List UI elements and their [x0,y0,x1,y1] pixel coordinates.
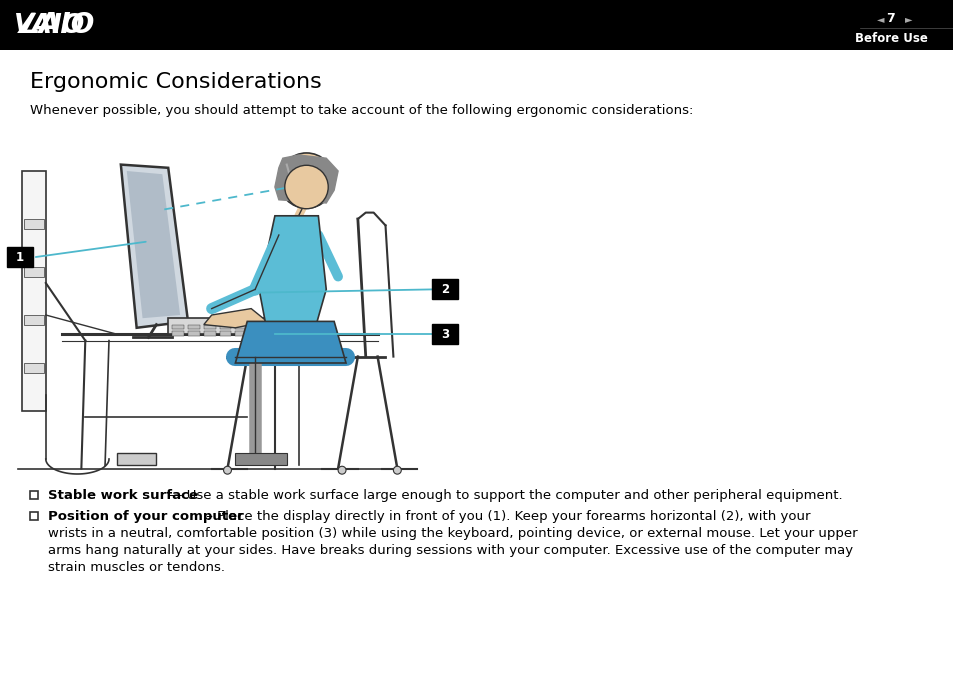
Polygon shape [259,216,326,331]
Text: Whenever possible, you should attempt to take account of the following ergonomic: Whenever possible, you should attempt to… [30,104,693,117]
Bar [267,325,278,330]
Bar [251,325,263,330]
Bar [24,315,44,325]
Text: strain muscles or tendons.: strain muscles or tendons. [48,561,225,574]
Text: Position of your computer: Position of your computer [48,510,244,523]
Bar [204,331,215,336]
Polygon shape [127,171,180,318]
Bar [22,171,46,411]
Text: 2: 2 [440,283,449,296]
Bar [204,325,215,330]
Bar [188,325,199,330]
Text: ∠AIO: ∠AIO [15,11,95,39]
Polygon shape [235,321,346,363]
Text: 7: 7 [885,13,895,26]
Circle shape [278,153,334,208]
Text: 1: 1 [16,251,24,264]
Bar [0,0,953,50]
Bar [24,363,44,373]
Text: ►: ► [904,14,911,24]
Text: Stable work surface: Stable work surface [48,489,198,502]
Bar [219,331,232,336]
Text: arms hang naturally at your sides. Have breaks during sessions with your compute: arms hang naturally at your sides. Have … [48,544,852,557]
Bar [172,325,184,330]
Bar [117,453,156,466]
Bar [432,280,457,299]
Text: – Place the display directly in front of you (1). Keep your forearms horizontal : – Place the display directly in front of… [201,510,809,523]
Bar [7,247,33,268]
Text: Ergonomic Considerations: Ergonomic Considerations [30,72,321,92]
Text: wrists in a neutral, comfortable position (3) while using the keyboard, pointing: wrists in a neutral, comfortable positio… [48,527,857,540]
Polygon shape [168,318,287,334]
Polygon shape [235,453,287,466]
Bar [24,267,44,276]
Text: 3: 3 [440,328,449,340]
Polygon shape [204,309,267,328]
Polygon shape [121,164,188,328]
Bar [432,324,457,344]
Text: VAIO: VAIO [14,13,85,39]
Bar [188,331,199,336]
Bar [30,512,38,520]
Text: ◄: ◄ [876,14,883,24]
Bar [219,325,232,330]
Bar [172,331,184,336]
Circle shape [223,466,232,474]
Bar [267,331,278,336]
Bar [235,331,247,336]
Bar [30,491,38,499]
Circle shape [337,466,346,474]
Circle shape [393,466,401,474]
Text: — Use a stable work surface large enough to support the computer and other perip: — Use a stable work surface large enough… [165,489,841,502]
Text: Before Use: Before Use [854,32,926,46]
Circle shape [285,165,328,209]
Polygon shape [274,155,337,203]
Bar [235,325,247,330]
Bar [24,219,44,228]
Bar [251,331,263,336]
